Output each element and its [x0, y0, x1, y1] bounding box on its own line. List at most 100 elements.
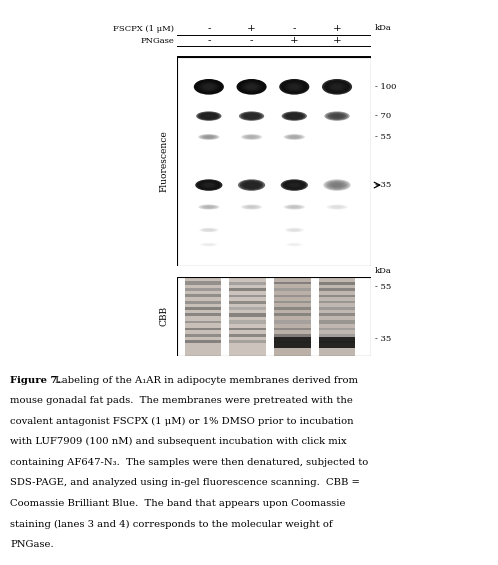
Text: -: -	[250, 36, 253, 45]
Ellipse shape	[204, 84, 213, 89]
Bar	[185, 294, 222, 297]
Ellipse shape	[243, 134, 261, 140]
Text: +: +	[333, 24, 342, 33]
Ellipse shape	[283, 81, 305, 93]
Ellipse shape	[287, 135, 302, 139]
Bar	[319, 301, 356, 303]
Bar	[185, 307, 222, 310]
Ellipse shape	[200, 205, 218, 209]
Ellipse shape	[289, 114, 300, 118]
Ellipse shape	[203, 135, 215, 138]
Ellipse shape	[248, 183, 255, 187]
Ellipse shape	[287, 205, 302, 209]
Ellipse shape	[244, 182, 259, 188]
Bar	[274, 341, 311, 343]
Ellipse shape	[196, 111, 222, 121]
Bar	[319, 281, 356, 285]
Ellipse shape	[288, 135, 300, 138]
Ellipse shape	[241, 81, 262, 93]
Text: -: -	[207, 36, 211, 45]
Ellipse shape	[281, 80, 307, 94]
Ellipse shape	[198, 205, 220, 210]
Ellipse shape	[247, 84, 256, 89]
Bar	[229, 320, 266, 324]
Text: PNGase.: PNGase.	[10, 540, 54, 549]
Bar	[229, 313, 266, 316]
Ellipse shape	[284, 181, 304, 189]
Bar	[274, 337, 311, 348]
Ellipse shape	[203, 114, 215, 118]
Text: kDa: kDa	[375, 267, 392, 275]
Text: Fluorescence: Fluorescence	[160, 130, 169, 192]
Ellipse shape	[281, 179, 308, 191]
Ellipse shape	[204, 136, 214, 138]
Ellipse shape	[324, 80, 350, 94]
Bar	[274, 314, 311, 316]
Bar	[274, 333, 311, 337]
Ellipse shape	[200, 134, 218, 140]
Ellipse shape	[202, 84, 216, 90]
Text: Labeling of the A₁AR in adipocyte membranes derived from: Labeling of the A₁AR in adipocyte membra…	[52, 376, 358, 385]
Text: - 100: - 100	[375, 83, 396, 91]
Text: Figure 7.: Figure 7.	[10, 376, 61, 385]
Text: +: +	[333, 36, 342, 45]
Ellipse shape	[241, 134, 262, 140]
Ellipse shape	[201, 205, 217, 209]
Bar	[185, 334, 222, 337]
Ellipse shape	[287, 114, 302, 119]
Ellipse shape	[285, 82, 303, 92]
Ellipse shape	[243, 112, 260, 119]
Ellipse shape	[333, 115, 341, 118]
Ellipse shape	[328, 82, 346, 92]
Text: FSCPX (1 μM): FSCPX (1 μM)	[114, 25, 174, 33]
Text: - 70: - 70	[375, 112, 391, 120]
Text: SDS-PAGE, and analyzed using in-gel fluorescence scanning.  CBB =: SDS-PAGE, and analyzed using in-gel fluo…	[10, 479, 360, 488]
Bar	[229, 307, 266, 310]
Bar	[319, 288, 356, 290]
Ellipse shape	[279, 79, 309, 95]
Bar	[185, 281, 222, 285]
Ellipse shape	[246, 114, 257, 118]
Bar	[319, 337, 356, 348]
Bar	[274, 301, 311, 303]
Ellipse shape	[282, 111, 307, 121]
Ellipse shape	[284, 205, 305, 210]
Bar	[319, 307, 356, 310]
Text: mouse gonadal fat pads.  The membranes were pretreated with the: mouse gonadal fat pads. The membranes we…	[10, 397, 353, 405]
Ellipse shape	[197, 180, 221, 190]
Text: CBB: CBB	[160, 306, 169, 327]
Bar	[274, 307, 311, 310]
Bar	[274, 277, 311, 356]
Ellipse shape	[198, 81, 220, 93]
Ellipse shape	[290, 115, 298, 118]
Text: containing AF647-N₃.  The samples were then denatured, subjected to: containing AF647-N₃. The samples were th…	[10, 458, 368, 467]
Bar	[185, 321, 222, 323]
Ellipse shape	[326, 112, 348, 120]
Ellipse shape	[201, 135, 217, 139]
Bar	[229, 294, 266, 297]
Text: Coomassie Brilliant Blue.  The band that appears upon Coomassie: Coomassie Brilliant Blue. The band that …	[10, 499, 346, 508]
Ellipse shape	[284, 134, 305, 140]
Ellipse shape	[288, 84, 301, 90]
Ellipse shape	[198, 112, 220, 120]
Bar	[229, 301, 266, 303]
Ellipse shape	[323, 179, 351, 191]
Ellipse shape	[203, 182, 215, 188]
Text: covalent antagonist FSCPX (1 μM) or 1% DMSO prior to incubation: covalent antagonist FSCPX (1 μM) or 1% D…	[10, 417, 354, 426]
Ellipse shape	[330, 84, 344, 90]
Ellipse shape	[202, 114, 216, 119]
Bar	[185, 328, 222, 330]
Text: kDa: kDa	[375, 24, 392, 32]
Ellipse shape	[240, 180, 263, 190]
Text: +: +	[290, 36, 299, 45]
Bar	[229, 288, 266, 292]
Bar	[319, 294, 356, 297]
Bar	[319, 328, 356, 331]
Ellipse shape	[203, 206, 215, 208]
Ellipse shape	[238, 179, 265, 191]
Bar	[185, 340, 222, 344]
Ellipse shape	[199, 181, 219, 189]
Bar	[185, 288, 222, 291]
Ellipse shape	[237, 79, 266, 95]
Text: PNGase: PNGase	[140, 37, 174, 45]
